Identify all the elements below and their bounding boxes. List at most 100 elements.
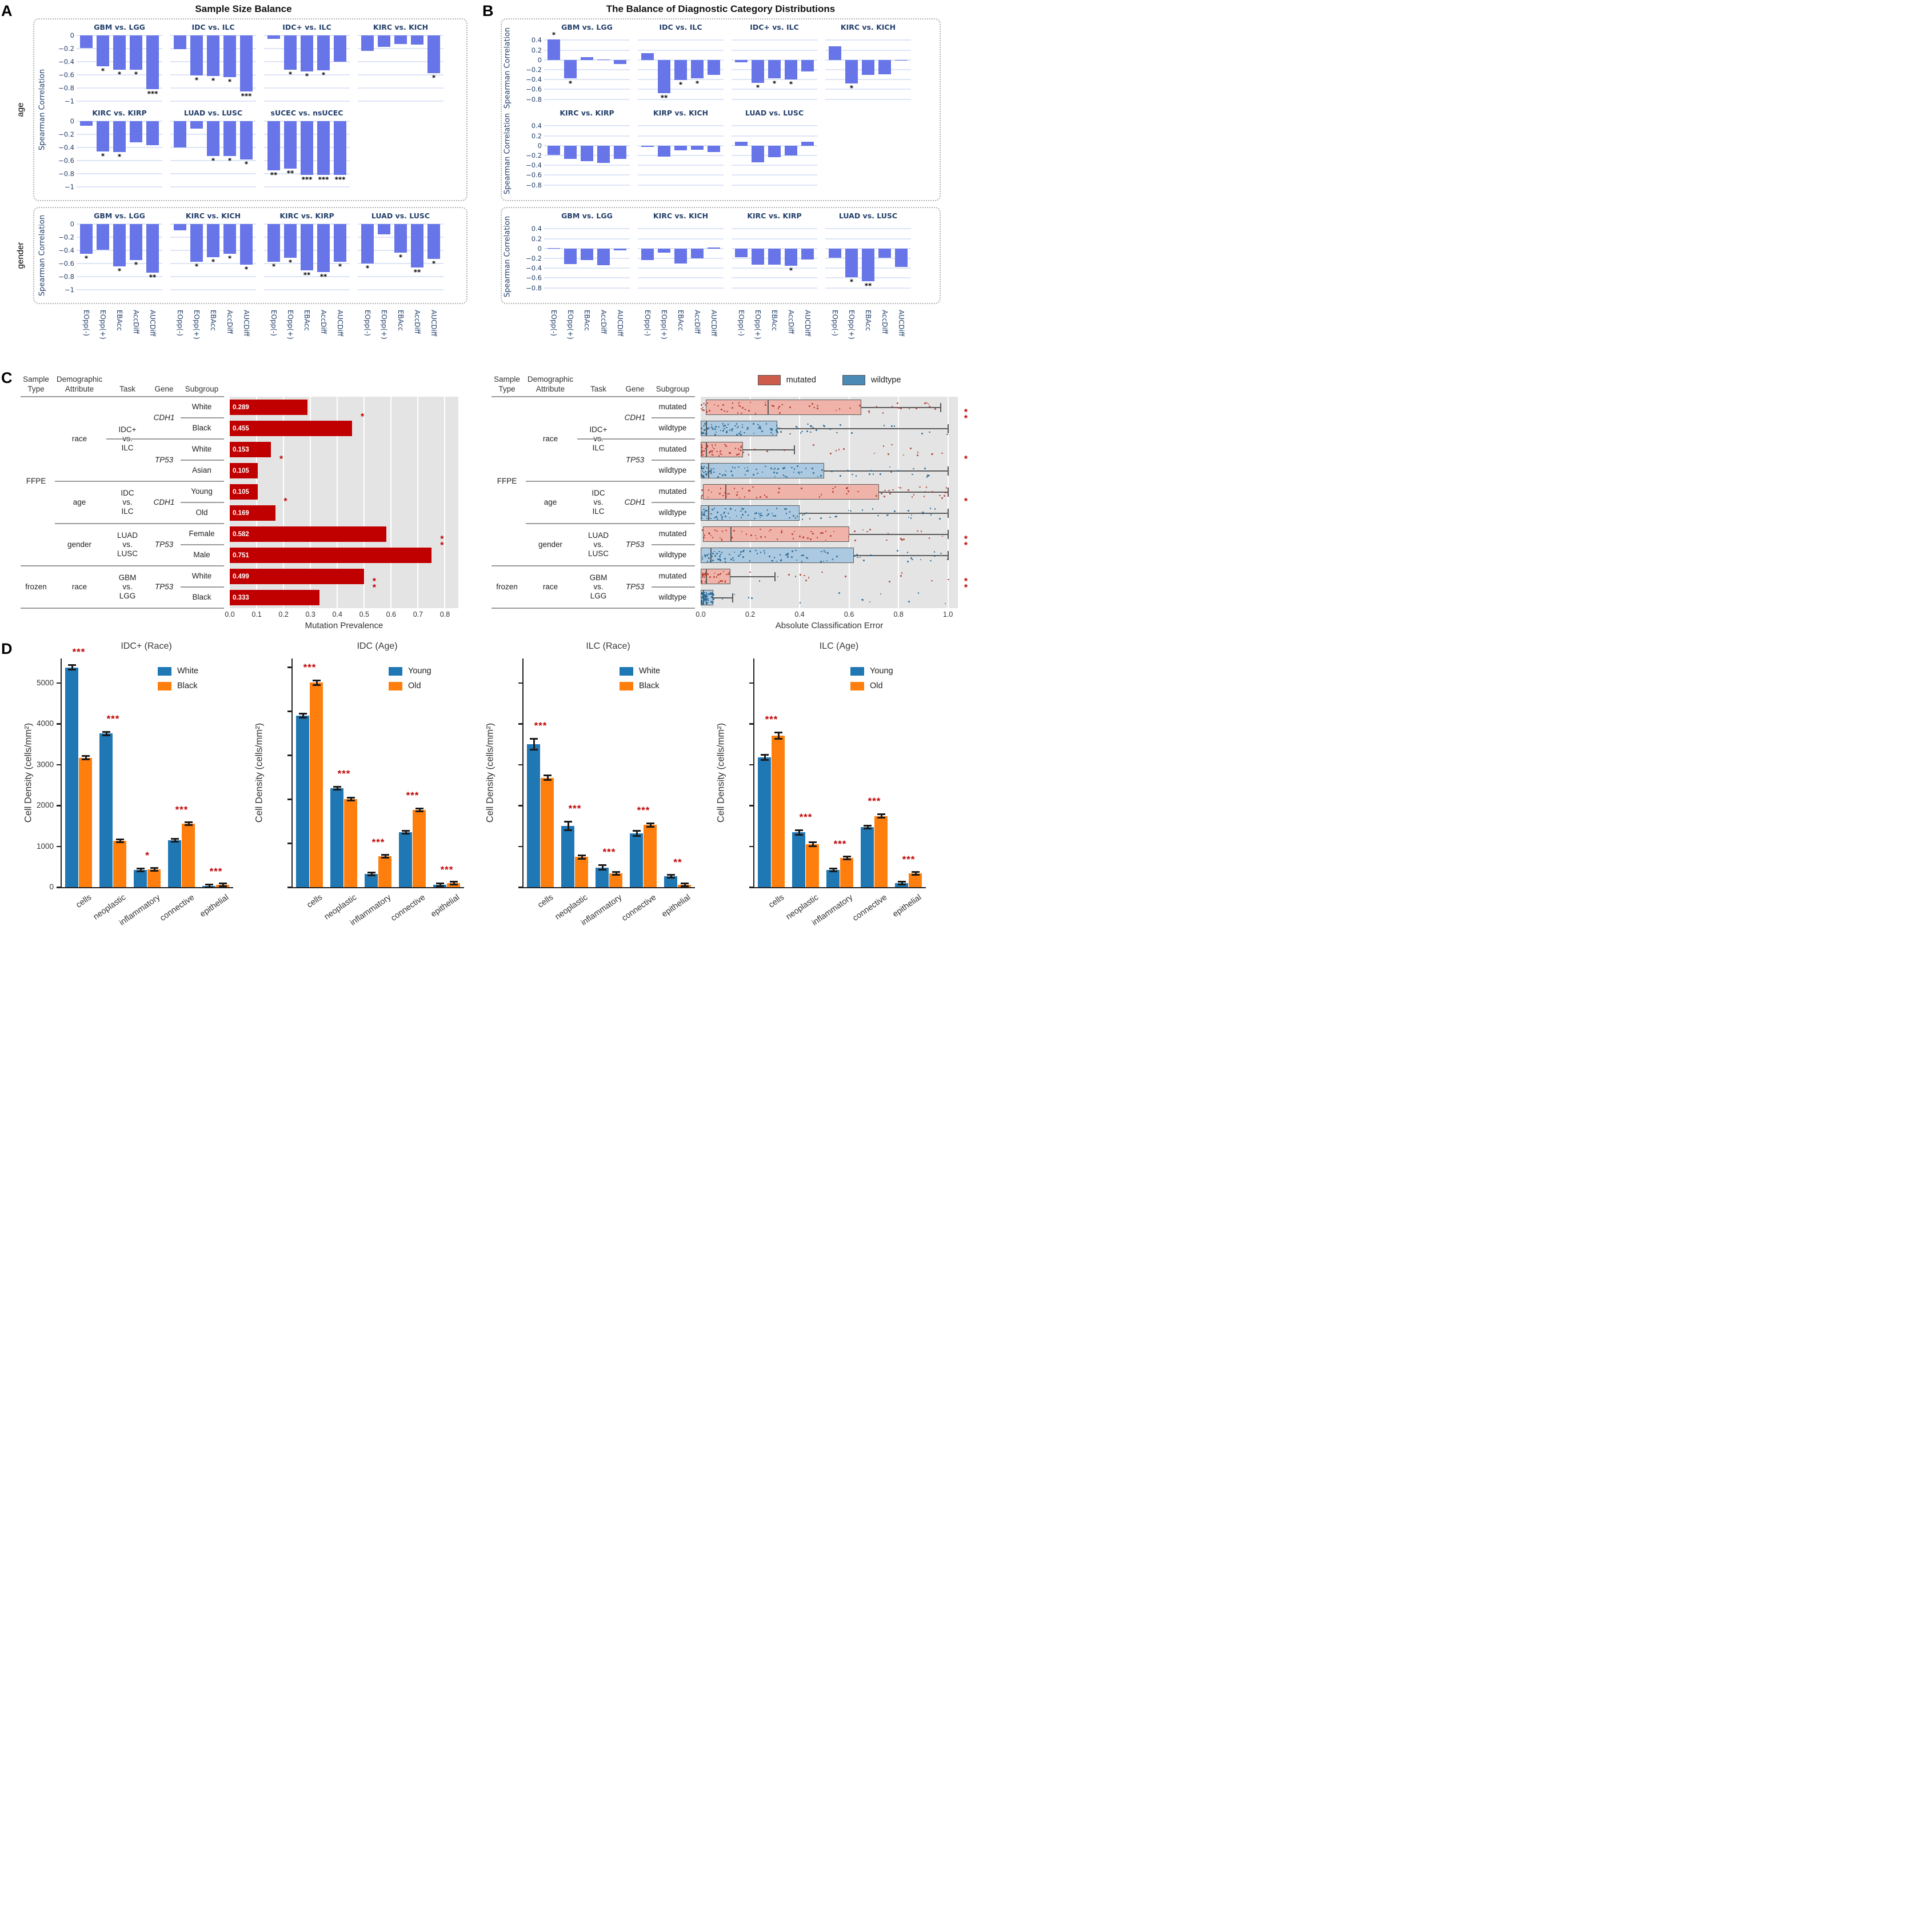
subplot-title: KIRC vs. KICH <box>185 211 241 220</box>
error-bar <box>370 872 373 876</box>
data-point <box>854 540 856 541</box>
error-bar-cap <box>761 759 769 761</box>
data-point <box>704 596 706 598</box>
error-bar-cap <box>102 731 110 733</box>
subplot-title: KIRC vs. KIRP <box>560 109 614 117</box>
error-bar <box>670 875 672 879</box>
median-line <box>705 421 707 436</box>
header-separator <box>21 396 224 397</box>
error-bar-cap <box>877 817 885 819</box>
data-point <box>712 598 714 600</box>
x-tick-label: AUCDiff <box>804 310 812 337</box>
error-bar-cap <box>843 856 851 858</box>
error-bar-cap <box>912 871 920 873</box>
chart-block-frame: Spearman Correlation GBM vs. LGG 0 −0.2 −0.4… <box>33 207 467 304</box>
panel-a-title: Sample Size Balance <box>195 3 292 14</box>
data-point <box>789 433 791 435</box>
data-point <box>738 466 740 468</box>
x-tick-label: EOpp(-) <box>82 310 90 336</box>
error-bar <box>866 825 869 829</box>
data-point <box>912 468 914 470</box>
data-point <box>720 553 721 556</box>
bar <box>334 35 346 62</box>
significance-stars: *** <box>406 790 419 801</box>
data-point <box>786 554 789 556</box>
data-point <box>733 593 736 596</box>
significance-stars: * * <box>964 534 968 550</box>
plot-area: 0.4 0.2 0 −0.2 −0.4 −0.6 −0.8 <box>526 120 630 191</box>
data-point <box>863 560 865 561</box>
subgroup-label: wildtype <box>658 593 687 602</box>
y-tick-label: 0 <box>537 141 542 150</box>
data-point <box>793 514 794 517</box>
data-point <box>768 513 769 515</box>
error-bar-cap <box>646 822 654 824</box>
data-point <box>728 573 729 575</box>
data-point <box>797 465 798 467</box>
significance-stars: ** <box>413 268 421 277</box>
data-point <box>717 518 718 520</box>
gridline <box>77 101 162 102</box>
y-axis-label: Spearman Correlation <box>38 214 47 297</box>
subgroup-label: mutated <box>658 572 687 581</box>
bar <box>317 35 330 71</box>
data-point <box>910 517 912 519</box>
data-point <box>882 445 885 447</box>
data-point <box>702 454 704 456</box>
axis-tick <box>749 723 754 725</box>
data-point <box>716 576 718 578</box>
x-tick-label: AccDiff <box>413 310 421 334</box>
gridline <box>638 89 724 90</box>
subgroup-label: mutated <box>658 487 687 496</box>
data-point <box>715 431 717 433</box>
separator-line <box>492 565 695 566</box>
separator-line <box>526 481 695 482</box>
error-bar-cap <box>82 755 90 757</box>
data-point <box>776 538 778 540</box>
data-point <box>711 454 713 456</box>
significance-stars: * <box>244 265 249 274</box>
y-tick-label: −0.6 <box>526 171 542 179</box>
data-point <box>933 551 936 553</box>
data-point <box>932 453 933 455</box>
data-point <box>704 510 706 512</box>
data-point <box>751 597 753 599</box>
x-tick-label: AUCDiff <box>616 310 624 337</box>
data-point <box>716 553 718 554</box>
data-point <box>825 539 827 541</box>
subplot: GBM vs. LGG 0 −0.2 −0.4 −0.6 −0.8 −1 * * * ** <box>58 211 162 294</box>
data-point <box>805 468 807 469</box>
error-bar-cap <box>864 828 872 830</box>
error-bar <box>119 839 121 843</box>
data-point <box>809 518 811 520</box>
data-point <box>932 491 933 493</box>
data-point <box>765 423 768 425</box>
error-bar-cap <box>877 813 885 816</box>
legend: White Black <box>620 666 660 696</box>
data-point <box>744 467 746 469</box>
bar <box>575 857 588 887</box>
bar <box>411 35 423 45</box>
x-axis-label: Mutation Prevalence <box>305 621 383 630</box>
error-bar-cap <box>171 840 179 843</box>
bar <box>785 248 797 266</box>
y-tick-label: −0.4 <box>58 58 74 66</box>
y-tick-label: 0.4 <box>531 225 542 233</box>
data-point <box>848 509 850 512</box>
data-point <box>704 423 706 425</box>
error-bar-cap <box>544 779 552 781</box>
data-point <box>778 428 781 430</box>
data-point <box>738 433 740 435</box>
x-tick-label: AUCDiff <box>149 310 157 337</box>
legend: White Black <box>158 666 198 696</box>
data-point <box>749 401 752 404</box>
data-point <box>701 470 704 472</box>
axis-tick <box>287 666 293 668</box>
significance-stars: * <box>84 254 89 262</box>
data-point <box>795 549 797 552</box>
error-bar <box>567 821 569 831</box>
chart-block: age Spearman Correlation GBM vs. LGG 0 −0.2−… <box>16 18 467 201</box>
data-point <box>743 549 745 552</box>
data-point <box>898 486 900 489</box>
y-tick-label: −1 <box>65 286 74 294</box>
